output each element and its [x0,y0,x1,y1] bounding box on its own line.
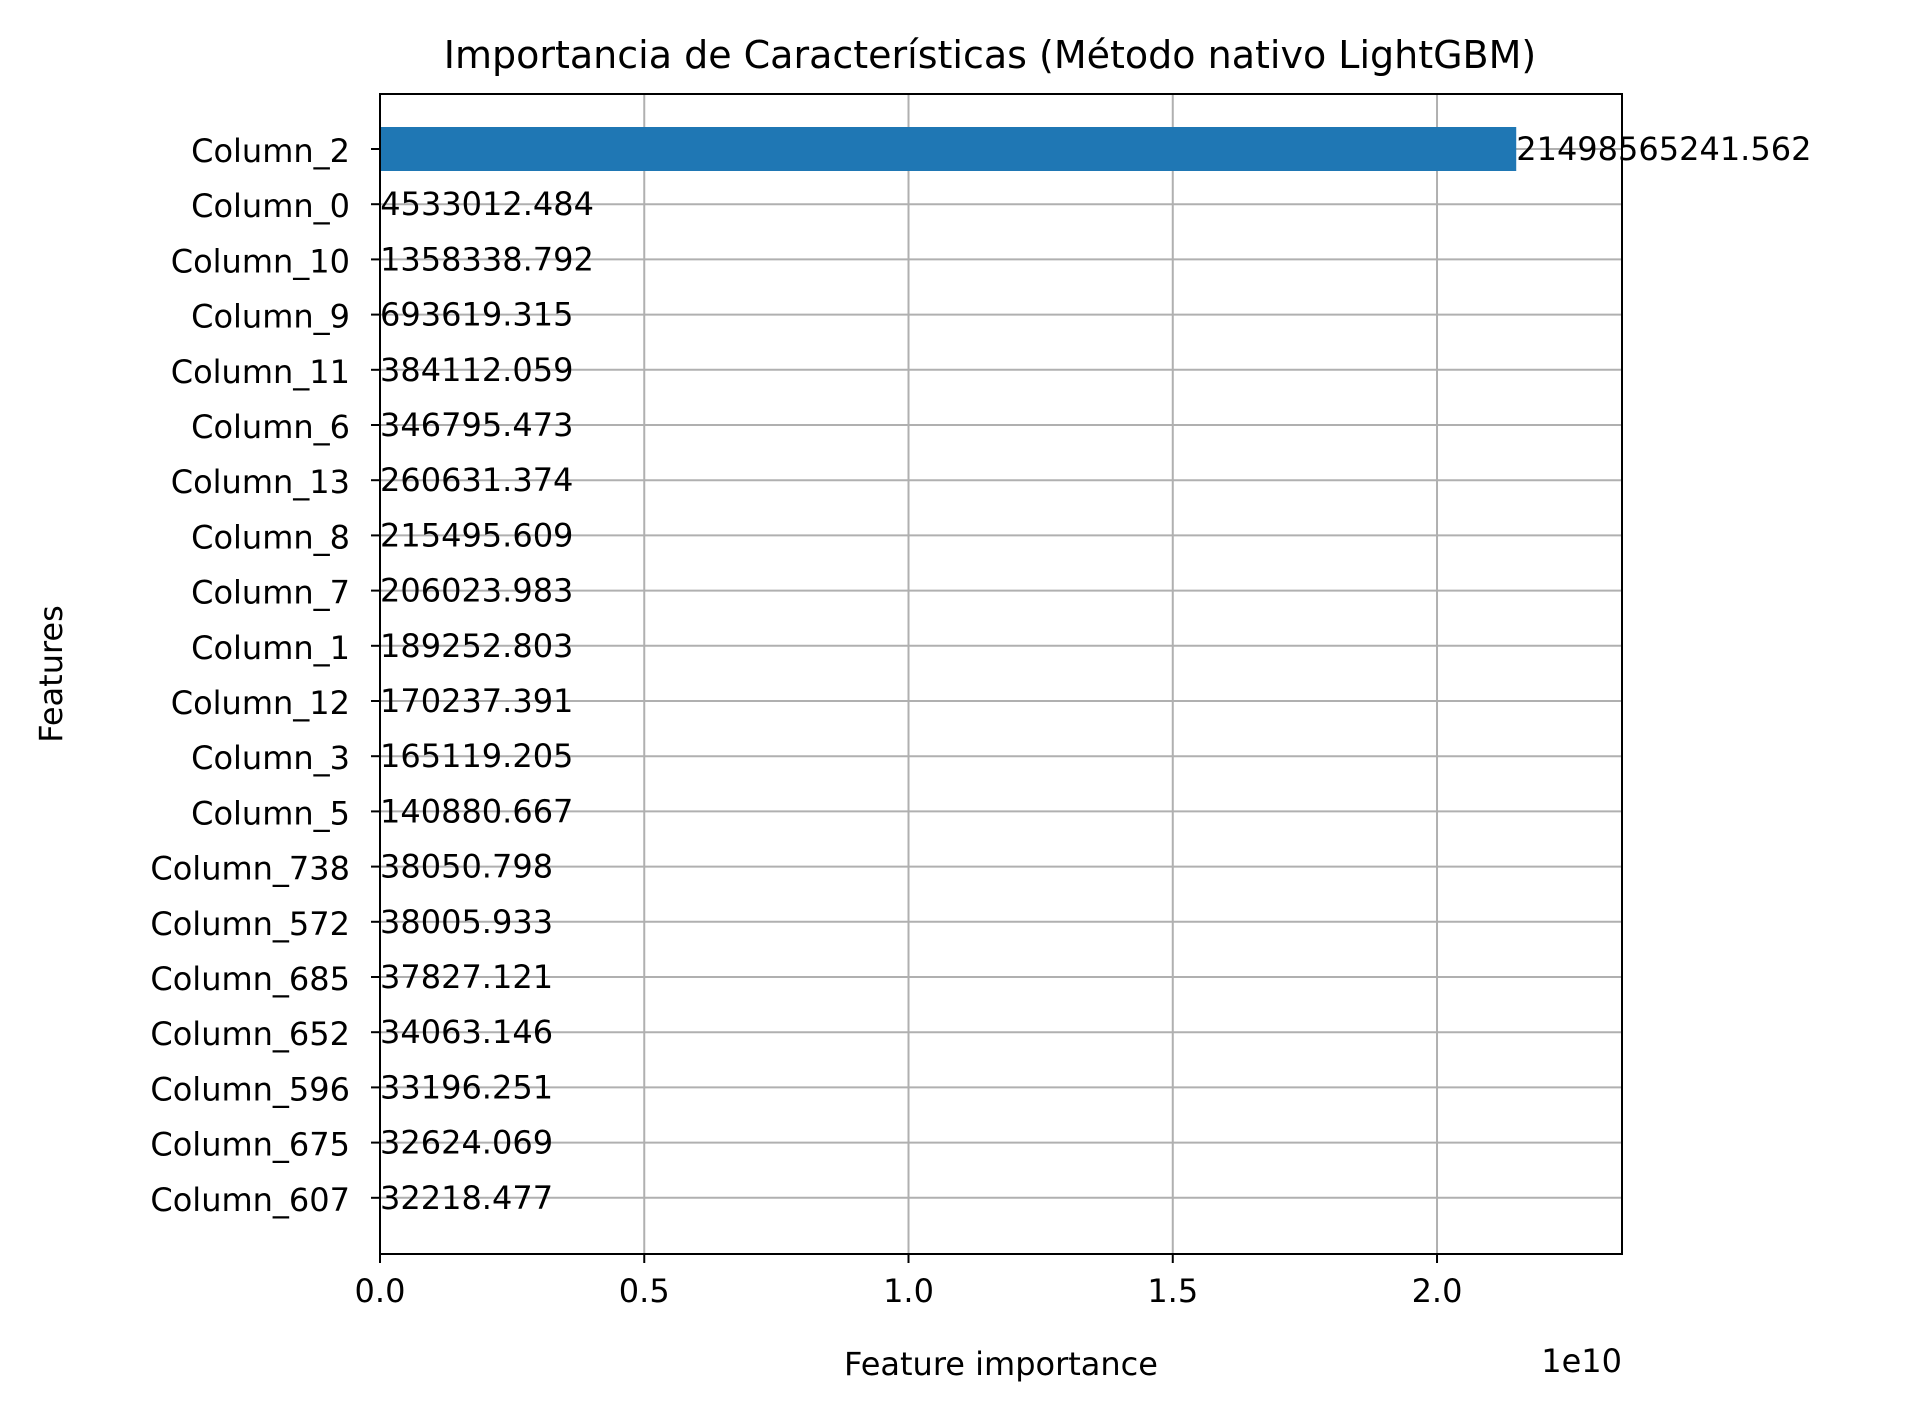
bar-value-label: 37827.121 [380,958,553,996]
y-tick-label: Column_5 [191,794,350,832]
y-tick-label: Column_13 [171,463,350,501]
x-tick-label: 0.0 [355,1272,406,1310]
y-tick-label: Column_685 [150,960,350,998]
x-axis-label: Feature importance [844,1345,1158,1383]
y-tick-label: Column_10 [171,242,350,280]
bar-value-label: 170237.391 [380,682,573,720]
bar-value-label: 33196.251 [380,1068,553,1106]
bar-value-label: 38050.798 [380,848,553,886]
y-tick-label: Column_738 [150,850,350,888]
x-tick-label: 1.0 [883,1272,934,1310]
bar-value-label: 32218.477 [380,1179,553,1217]
bar [380,127,1517,171]
y-tick-label: Column_6 [191,408,350,446]
bar-value-label: 260631.374 [380,461,573,499]
bar-value-label: 34063.146 [380,1013,553,1051]
y-tick-label: Column_675 [150,1126,350,1164]
y-tick-label: Column_652 [150,1015,350,1053]
y-tick-label: Column_572 [150,905,350,943]
y-tick-label: Column_1 [191,629,350,667]
bar-value-label: 165119.205 [380,737,573,775]
y-tick-label: Column_0 [191,187,350,225]
bars [380,127,1517,1220]
chart-title: Importancia de Características (Método n… [444,33,1536,77]
y-tick-label: Column_8 [191,518,350,556]
y-tick-label: Column_12 [171,684,350,722]
y-tick-label: Column_3 [191,739,350,777]
bar-value-label: 140880.667 [380,792,573,830]
bar-value-labels: 21498565241.562 4533012.484 1358338.792 693… [380,130,1811,1217]
bar-value-label: 32624.069 [380,1124,553,1162]
x-tick-label: 1.5 [1147,1272,1198,1310]
bar-value-label: 215495.609 [380,516,573,554]
y-tick-label: Column_607 [150,1181,350,1219]
x-offset-label: 1e10 [1541,1342,1622,1380]
y-gridlines [380,148,1622,1199]
bar-value-label: 384112.059 [380,351,573,389]
bar-value-label: 346795.473 [380,406,573,444]
plot-frame [379,93,1623,1255]
y-tick-label: Column_9 [191,298,350,336]
bar-value-label: 206023.983 [380,572,573,610]
y-tick-label: Column_2 [191,132,350,170]
x-tick-label: 2.0 [1412,1272,1463,1310]
bar-value-label: 4533012.484 [380,185,594,223]
x-tick-label: 0.5 [619,1272,670,1310]
y-tick-label: Column_7 [191,574,350,612]
y-tick-label: Column_596 [150,1070,350,1108]
bar-value-label: 38005.933 [380,903,553,941]
y-axis-label: Features [32,605,70,743]
bar-value-label: 693619.315 [380,296,573,334]
bar-value-label: 189252.803 [380,627,573,665]
y-tick-label: Column_11 [171,353,350,391]
bar-value-label: 21498565241.562 [1516,130,1811,168]
y-axis: Column_2 Column_0 Column_10 Column_9 Column_… [150,132,380,1219]
x-axis: 0.0 0.5 1.0 1.5 2.0 [355,1254,1463,1310]
bar-value-label: 1358338.792 [380,240,594,278]
